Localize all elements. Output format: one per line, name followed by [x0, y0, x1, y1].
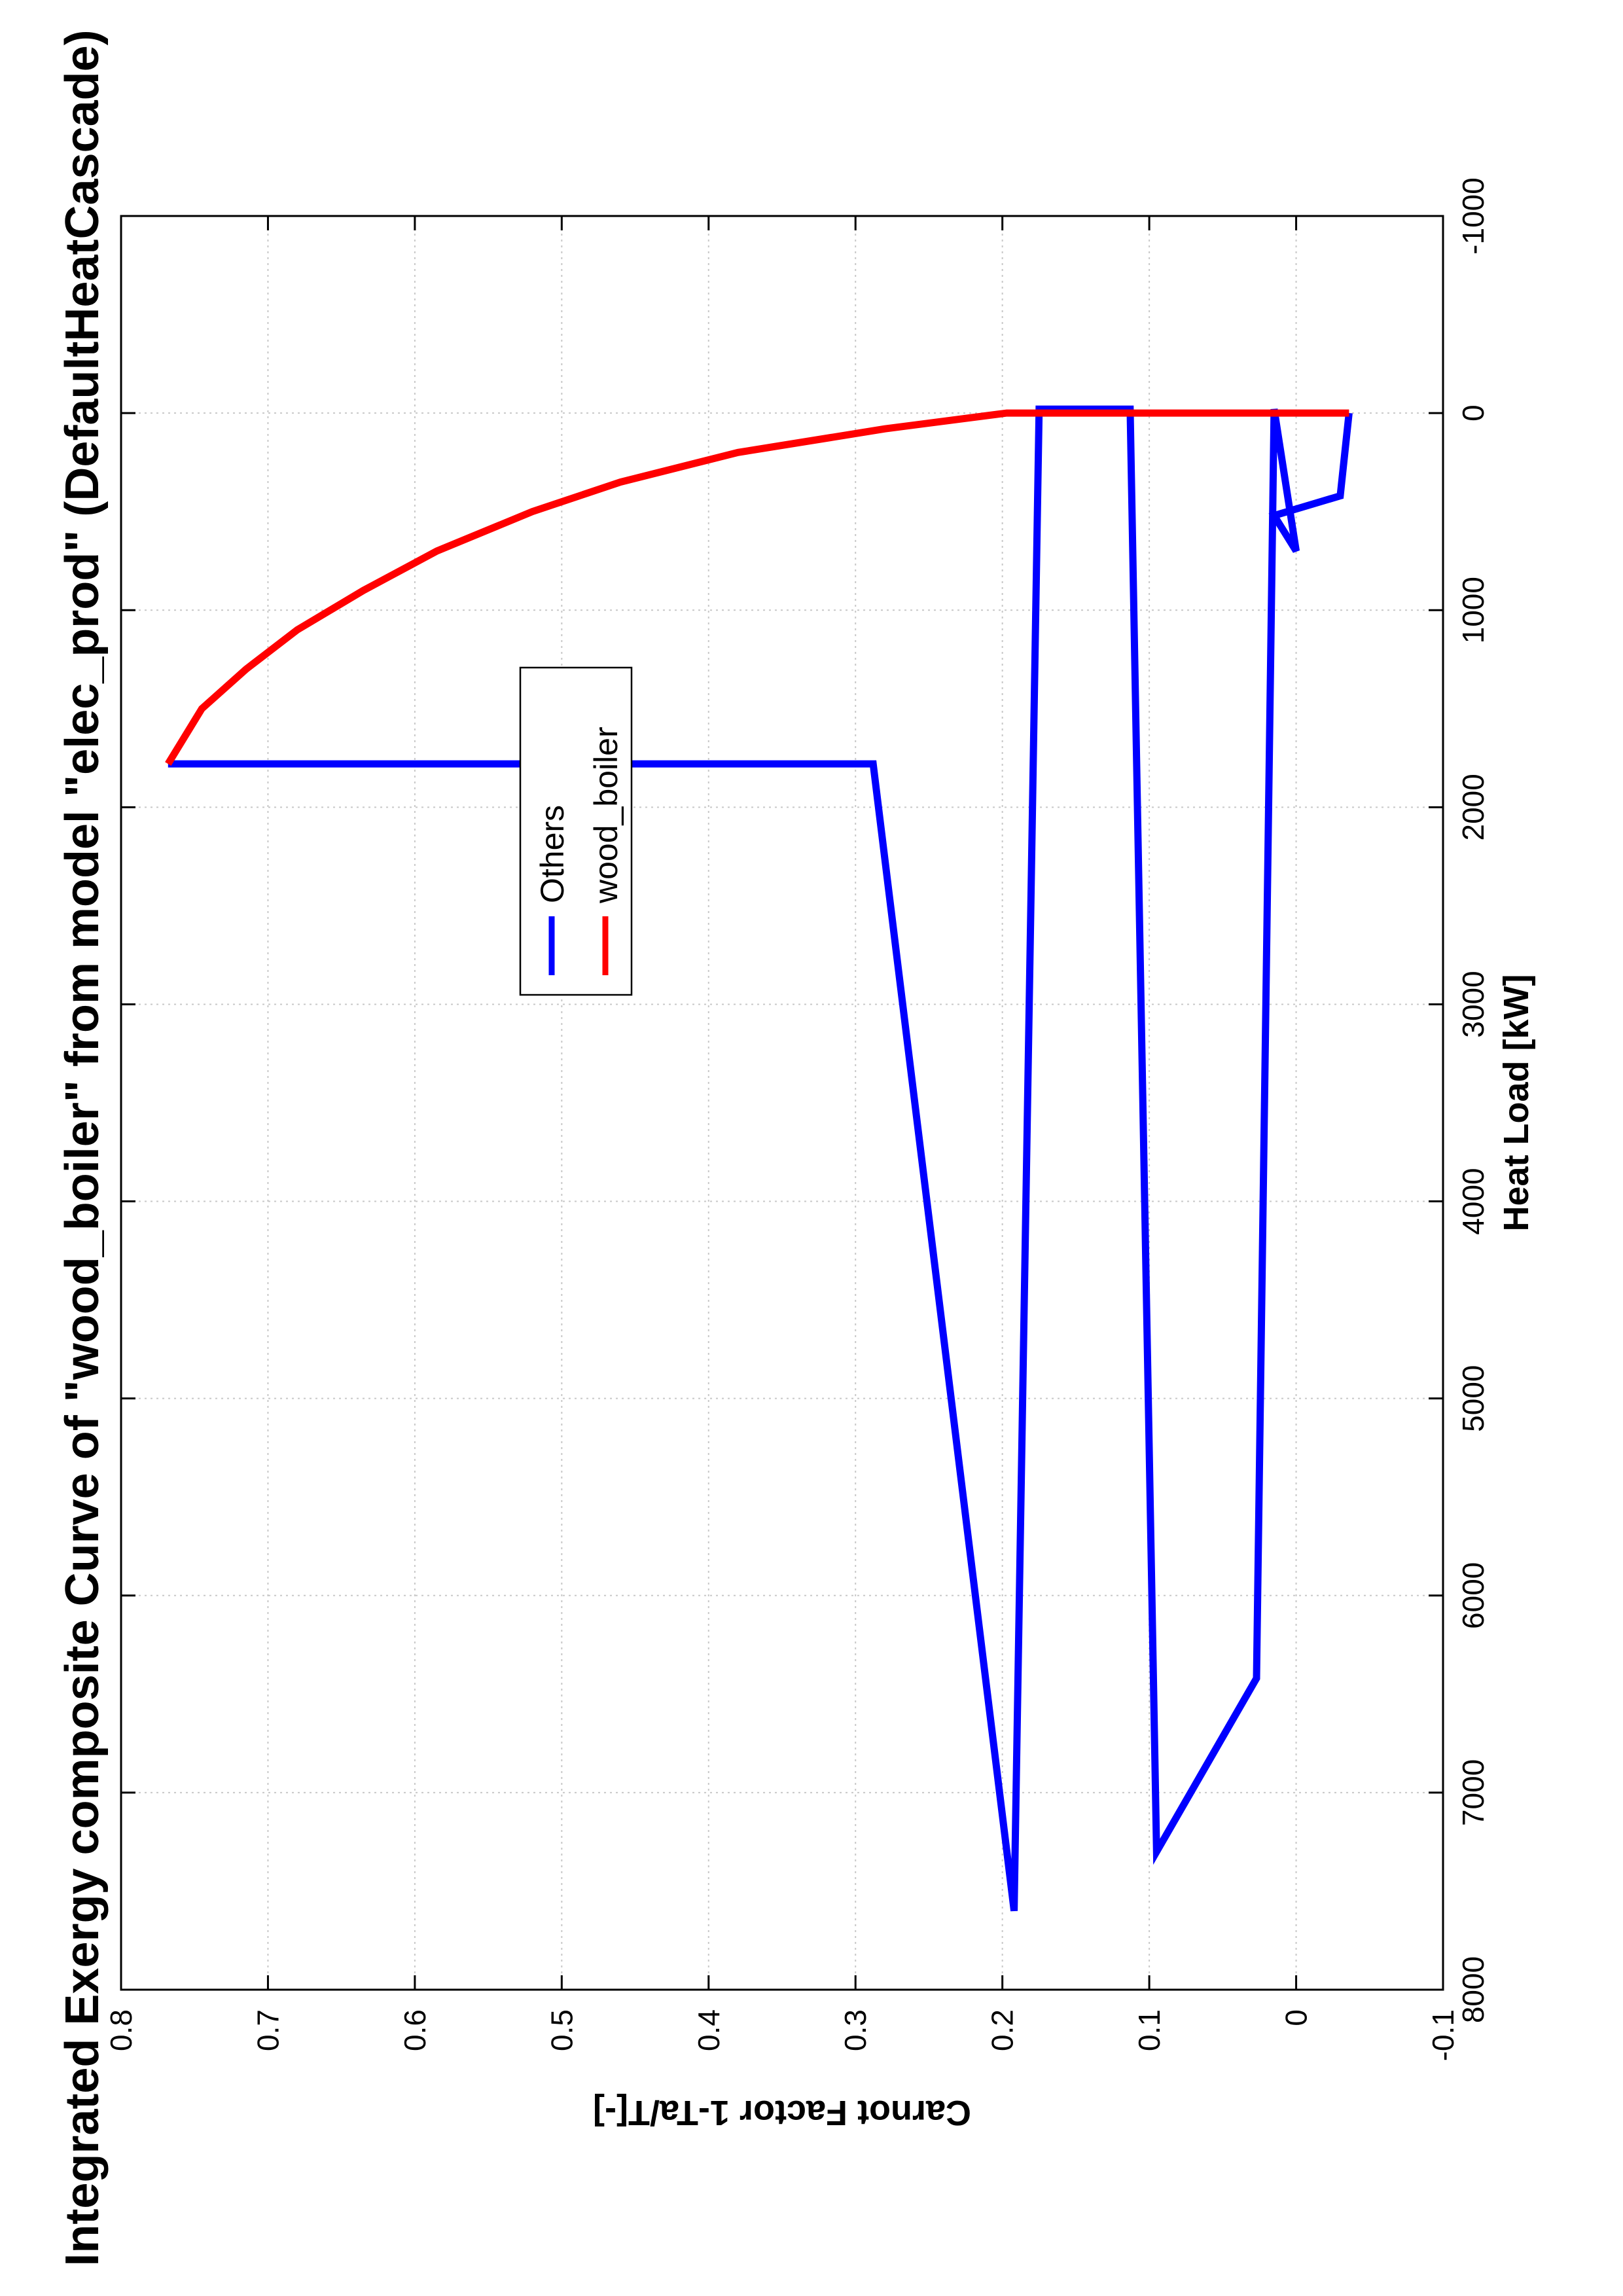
y-tick-label: 0.5	[544, 2009, 579, 2051]
series-line-wood-boiler	[165, 409, 1349, 766]
x-tick-label: 5000	[1456, 1365, 1490, 1431]
x-tick-labels: -1000 0 1000 2000 3000 4000 5000 6000 7000 8000	[1456, 177, 1490, 2023]
series-layer	[165, 405, 1353, 1912]
y-axis-label: Carnot Factor 1-Ta/T[-]	[593, 2093, 971, 2132]
y-tick-label: 0.6	[398, 2009, 432, 2051]
x-tick-label: 1000	[1456, 577, 1490, 643]
legend-label-others: Others	[534, 805, 571, 903]
y-tick-labels: -0.1 0 0.1 0.2 0.3 0.4 0.5 0.6 0.7 0.8	[104, 2009, 1460, 2061]
legend-label-wood-boiler: wood_boiler	[588, 726, 624, 904]
y-tick-label: 0.7	[251, 2009, 285, 2051]
x-tick-label: 2000	[1456, 774, 1490, 840]
y-tick-label: 0.1	[1132, 2009, 1166, 2051]
x-tick-label: 7000	[1456, 1759, 1490, 1826]
x-tick-label: -1000	[1456, 177, 1490, 255]
x-tick-label: 6000	[1456, 1562, 1490, 1629]
tick-marks	[120, 215, 1444, 1991]
y-tick-label: 0.8	[104, 2009, 138, 2051]
x-tick-label: 8000	[1456, 1956, 1490, 2023]
x-tick-label: 4000	[1456, 1168, 1490, 1234]
chart-title: Integrated Exergy composite Curve of "wo…	[56, 29, 109, 2266]
y-tick-label: 0.2	[986, 2009, 1020, 2051]
x-axis-label: Heat Load [kW]	[1497, 974, 1536, 1231]
y-tick-label: 0.3	[838, 2009, 872, 2051]
series-line-others	[168, 405, 1353, 1912]
x-tick-label: 3000	[1456, 971, 1490, 1037]
y-tick-label: 0.4	[692, 2009, 726, 2051]
y-tick-label: -0.1	[1426, 2009, 1460, 2061]
legend: Others wood_boiler	[519, 666, 633, 996]
y-tick-label: 0	[1279, 2009, 1313, 2026]
legend-box	[519, 666, 633, 996]
x-tick-label: 0	[1456, 404, 1490, 422]
plot-frame	[120, 215, 1444, 1991]
